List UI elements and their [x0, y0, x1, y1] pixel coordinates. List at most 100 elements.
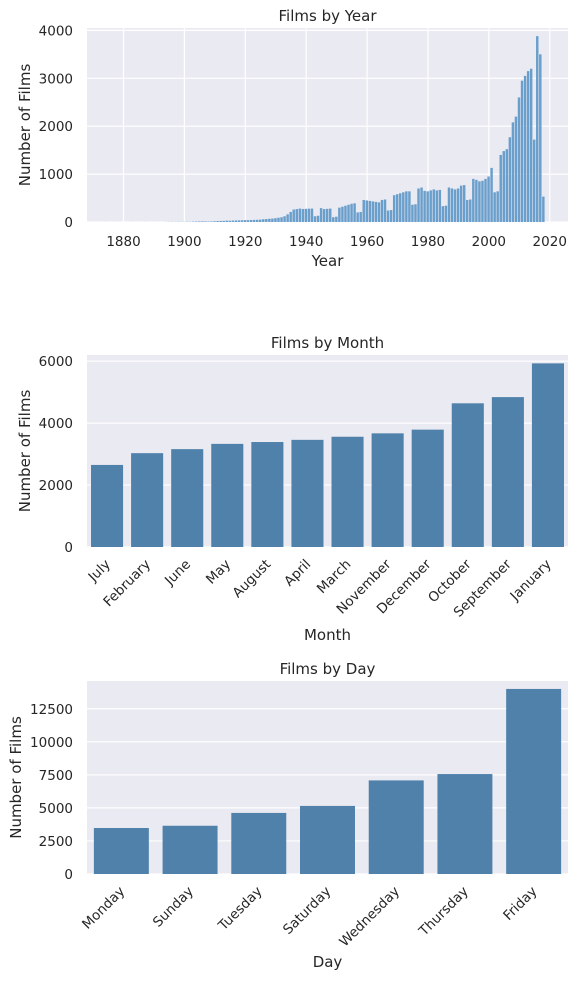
x-axis-label: Year: [311, 252, 345, 270]
x-tick-label: 2000: [472, 234, 506, 250]
x-tick-label: January: [507, 557, 555, 605]
year-bar-1920: [243, 220, 247, 222]
year-bar-1970: [395, 194, 399, 222]
year-bar-2018: [542, 196, 545, 222]
chart-title: Films by Month: [271, 334, 384, 352]
year-bar-1959: [362, 199, 365, 222]
year-bar-1945: [319, 208, 323, 222]
year-bar-1934: [286, 214, 289, 222]
year-bar-1951: [338, 207, 341, 222]
year-bar-1991: [459, 185, 463, 222]
year-bar-2010: [517, 97, 521, 222]
x-tick-label: Friday: [500, 884, 540, 924]
bar-march: [331, 436, 364, 547]
year-bar-1998: [481, 180, 484, 222]
year-bar-1974: [408, 191, 411, 222]
year-bar-1941: [307, 208, 311, 222]
year-bar-1993: [466, 199, 469, 222]
year-bar-1966: [383, 199, 387, 222]
year-bar-1913: [222, 220, 225, 222]
year-bar-1988: [450, 188, 454, 222]
bar-october: [451, 403, 484, 547]
y-tick-label: 7500: [39, 768, 73, 784]
y-axis-label: Number of Films: [7, 716, 25, 839]
year-bar-1916: [231, 220, 235, 222]
x-tick-label: 1960: [350, 234, 384, 250]
year-bar-2013: [526, 71, 530, 222]
year-bar-2011: [520, 80, 524, 222]
year-bar-1947: [325, 208, 329, 222]
year-bar-1997: [478, 181, 481, 222]
year-bar-1921: [246, 220, 250, 222]
year-bar-1918: [237, 220, 241, 222]
year-bar-1952: [341, 206, 344, 222]
x-tick-label: 2020: [533, 234, 567, 250]
x-tick-label: August: [229, 557, 274, 602]
year-bar-1915: [228, 220, 232, 222]
year-bar-2016: [536, 36, 539, 222]
y-tick-label: 0: [64, 215, 73, 231]
y-axis-label: Number of Films: [16, 64, 34, 187]
year-bar-1949: [332, 217, 335, 222]
year-bar-2009: [514, 116, 518, 222]
year-bar-1976: [414, 204, 417, 222]
plot-area: [87, 355, 568, 547]
year-bar-1992: [462, 185, 466, 222]
year-bar-2000: [487, 176, 490, 222]
year-bar-1953: [344, 205, 347, 222]
x-axis-label: Day: [313, 953, 343, 971]
year-bar-1919: [240, 220, 244, 222]
year-bar-1990: [456, 188, 460, 222]
x-tick-label: July: [85, 557, 114, 586]
year-bar-1950: [335, 216, 338, 222]
year-bar-1907: [204, 221, 207, 222]
y-tick-label: 4000: [39, 416, 73, 432]
year-bar-1911: [216, 221, 219, 222]
year-bar-1982: [432, 189, 435, 222]
year-bar-1972: [402, 192, 405, 222]
x-tick-label: Tuesday: [215, 884, 266, 935]
year-bar-1937: [295, 209, 298, 222]
y-tick-label: 3000: [39, 71, 73, 87]
year-bar-1932: [280, 217, 283, 222]
year-bar-1926: [262, 219, 265, 222]
y-tick-label: 4000: [39, 23, 73, 39]
year-bar-1928: [268, 218, 271, 222]
x-tick-label: 1880: [106, 234, 140, 250]
bar-january: [531, 363, 564, 547]
bar-tuesday: [231, 812, 287, 874]
bar-september: [491, 397, 524, 547]
year-bar-1967: [386, 210, 390, 222]
year-bar-1943: [313, 216, 317, 222]
bar-saturday: [300, 805, 355, 874]
y-tick-label: 1000: [39, 167, 73, 183]
year-bar-1925: [259, 219, 262, 222]
year-bar-1968: [389, 210, 393, 222]
year-bar-1958: [359, 211, 362, 222]
year-bar-1936: [292, 209, 295, 222]
year-bar-1962: [371, 201, 375, 222]
year-bar-1975: [411, 204, 414, 222]
year-bar-1996: [475, 179, 478, 222]
x-tick-label: Monday: [79, 884, 128, 933]
chart-1: 0 1000 2000 3000 4000 1880 1900 1920 1940 1960 198…: [16, 7, 568, 270]
year-bar-1987: [447, 187, 451, 222]
year-bar-1955: [350, 203, 353, 222]
year-bar-2015: [532, 139, 536, 222]
year-bar-1922: [249, 219, 253, 222]
year-bar-1935: [289, 211, 292, 222]
year-bar-2002: [493, 192, 496, 222]
y-tick-label: 12500: [30, 702, 73, 718]
x-tick-label: 1980: [411, 234, 445, 250]
x-tick-label: June: [161, 557, 194, 590]
chart-title: Films by Year: [279, 7, 378, 25]
y-tick-label: 6000: [39, 354, 73, 370]
year-bar-1924: [255, 219, 259, 222]
year-bar-2001: [490, 167, 493, 222]
year-bar-1931: [277, 217, 280, 222]
year-bar-2005: [502, 151, 505, 222]
year-bar-1930: [274, 218, 277, 222]
year-bar-1914: [225, 220, 228, 222]
bar-april: [291, 439, 324, 547]
